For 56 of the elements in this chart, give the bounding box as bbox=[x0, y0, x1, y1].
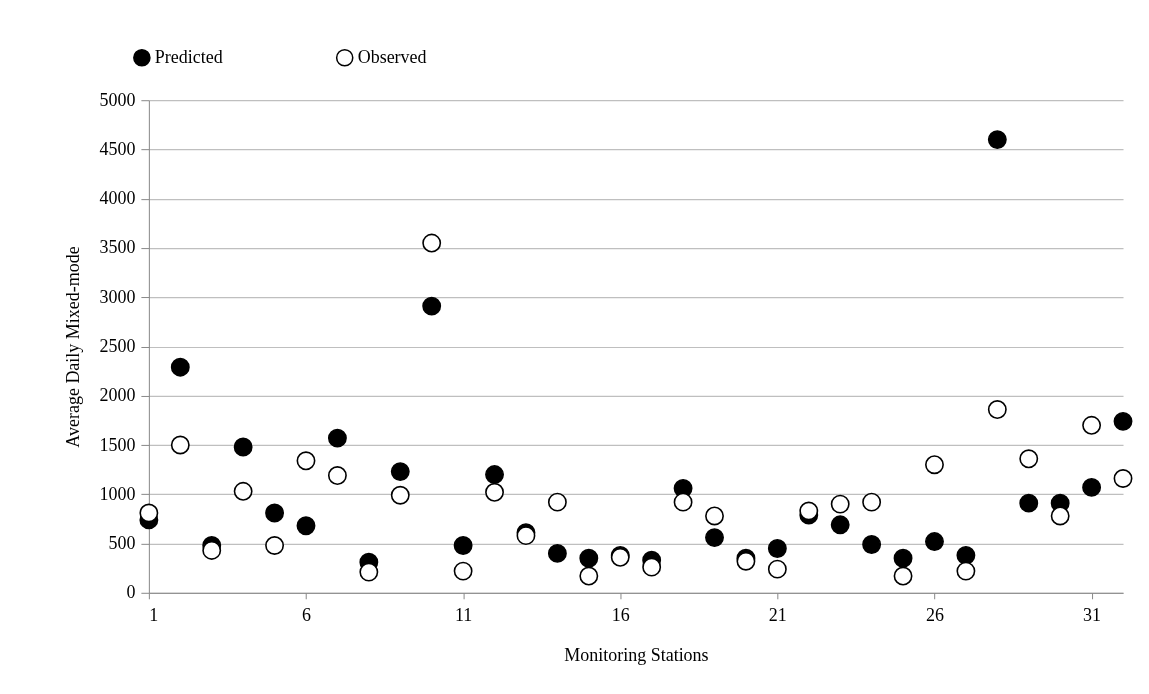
point bbox=[202, 540, 222, 560]
point bbox=[170, 357, 190, 377]
point bbox=[296, 451, 316, 471]
y-tick-label: 0 bbox=[126, 582, 136, 603]
point bbox=[422, 233, 442, 253]
y-tick-label: 500 bbox=[108, 533, 136, 554]
point bbox=[265, 503, 285, 523]
y-tick-label: 3500 bbox=[99, 237, 136, 258]
y-axis-title: Average Daily Mixed-mode bbox=[63, 246, 84, 448]
x-axis-title: Monitoring Stations bbox=[564, 645, 709, 666]
point bbox=[233, 481, 253, 501]
point bbox=[422, 296, 442, 316]
point bbox=[296, 516, 316, 536]
point bbox=[956, 545, 976, 565]
point bbox=[862, 535, 882, 554]
x-tick-label: 26 bbox=[925, 605, 944, 626]
y-tick-label: 1000 bbox=[99, 483, 136, 504]
x-tick-label: 6 bbox=[302, 605, 311, 626]
y-tick-label: 2500 bbox=[99, 336, 136, 356]
point bbox=[547, 543, 567, 563]
point bbox=[485, 465, 504, 484]
point bbox=[1082, 477, 1102, 497]
point bbox=[485, 482, 504, 502]
x-tick-label: 11 bbox=[454, 605, 473, 626]
point bbox=[987, 130, 1007, 150]
y-tick-label: 1500 bbox=[99, 434, 136, 455]
point bbox=[925, 532, 944, 551]
point bbox=[265, 536, 285, 555]
y-tick-label: 5000 bbox=[99, 89, 136, 110]
point bbox=[1019, 493, 1039, 513]
y-tick-label: 3000 bbox=[99, 286, 136, 307]
y-tick-label: 4000 bbox=[99, 188, 136, 209]
point bbox=[390, 485, 410, 505]
y-tick-label: 4500 bbox=[99, 138, 136, 159]
point bbox=[1050, 506, 1070, 526]
x-tick-label: 31 bbox=[1083, 605, 1102, 626]
point bbox=[453, 536, 473, 555]
point bbox=[642, 557, 662, 577]
x-tick-label: 16 bbox=[611, 605, 630, 626]
point bbox=[893, 548, 913, 568]
y-tick-label: 2000 bbox=[99, 385, 136, 406]
point bbox=[579, 548, 599, 568]
point bbox=[359, 562, 379, 582]
point bbox=[233, 437, 253, 457]
point bbox=[767, 539, 787, 558]
point bbox=[830, 515, 850, 535]
point bbox=[170, 435, 190, 455]
x-tick-label: 1 bbox=[149, 605, 159, 626]
point bbox=[327, 428, 347, 448]
point bbox=[1113, 411, 1133, 431]
legend-label: Observed bbox=[357, 46, 427, 67]
point bbox=[705, 528, 724, 548]
point bbox=[139, 503, 159, 523]
x-tick-label: 21 bbox=[768, 605, 787, 626]
point bbox=[390, 462, 410, 482]
legend-label: Predicted bbox=[154, 46, 223, 67]
